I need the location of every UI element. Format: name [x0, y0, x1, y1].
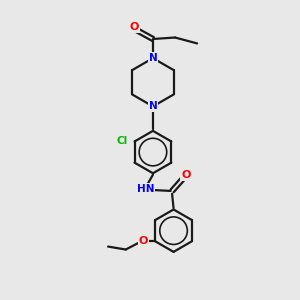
Text: O: O — [129, 22, 139, 32]
Text: O: O — [139, 236, 148, 246]
Text: HN: HN — [137, 184, 154, 194]
Text: Cl: Cl — [117, 136, 128, 146]
Text: N: N — [148, 101, 157, 111]
Text: O: O — [182, 170, 191, 180]
Text: N: N — [148, 53, 157, 63]
